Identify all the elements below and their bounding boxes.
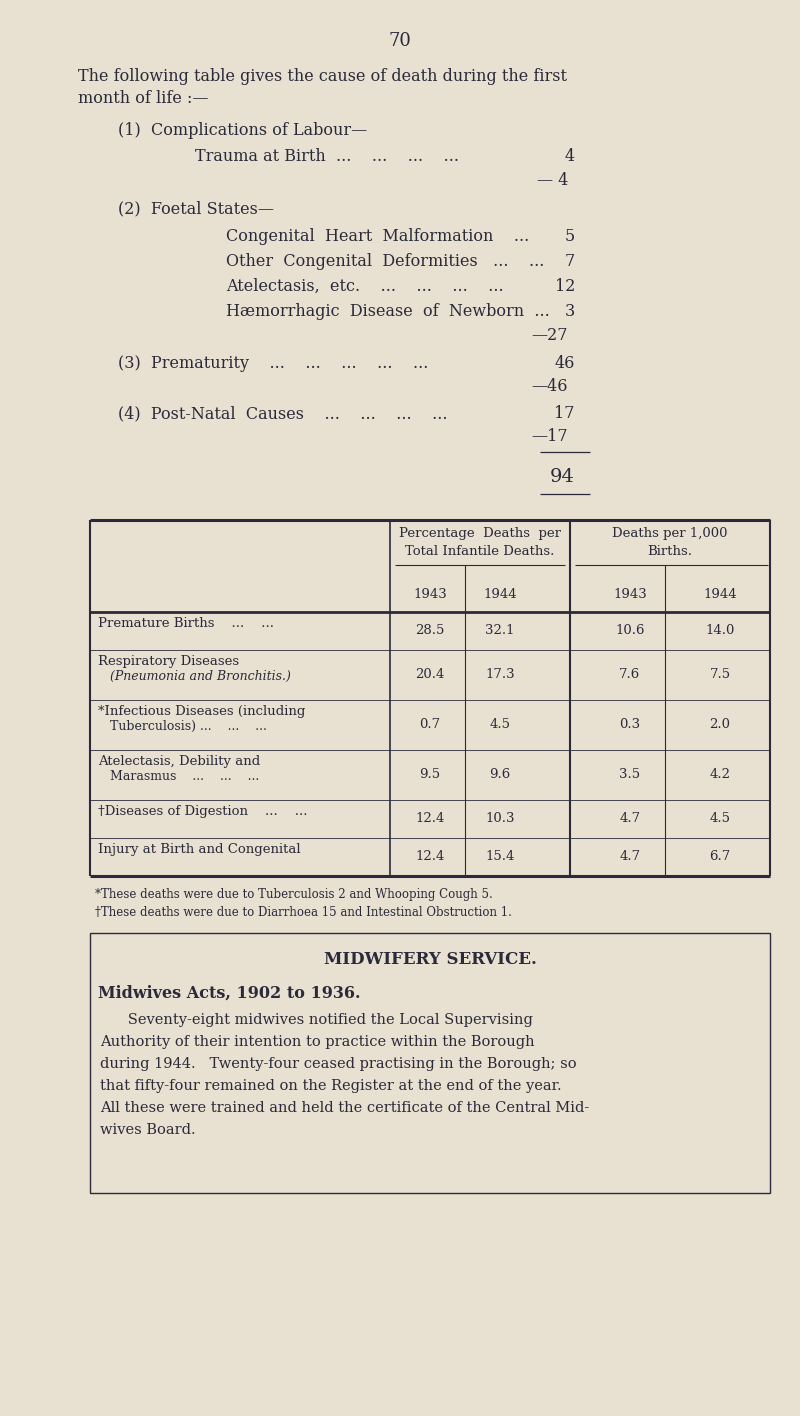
Text: —17: —17 — [531, 428, 568, 445]
Text: 4: 4 — [565, 149, 575, 166]
Text: 7.5: 7.5 — [710, 668, 730, 681]
Text: 46: 46 — [554, 355, 575, 372]
Text: *These deaths were due to Tuberculosis 2 and Whooping Cough 5.: *These deaths were due to Tuberculosis 2… — [95, 888, 493, 901]
Text: Injury at Birth and Congenital: Injury at Birth and Congenital — [98, 843, 301, 857]
Text: The following table gives the cause of death during the first: The following table gives the cause of d… — [78, 68, 567, 85]
Text: Atelectasis, Debility and: Atelectasis, Debility and — [98, 755, 260, 767]
Text: 1944: 1944 — [703, 588, 737, 600]
Text: MIDWIFERY SERVICE.: MIDWIFERY SERVICE. — [323, 952, 537, 969]
Text: 3: 3 — [565, 303, 575, 320]
Text: Tuberculosis) ...    ...    ...: Tuberculosis) ... ... ... — [110, 719, 267, 733]
Text: *Infectious Diseases (including: *Infectious Diseases (including — [98, 705, 306, 718]
Text: 4.2: 4.2 — [710, 769, 730, 782]
Text: Trauma at Birth  ...    ...    ...    ...: Trauma at Birth ... ... ... ... — [195, 149, 459, 166]
Text: All these were trained and held the certificate of the Central Mid-: All these were trained and held the cert… — [100, 1102, 590, 1114]
Text: month of life :—: month of life :— — [78, 91, 209, 108]
Text: Other  Congenital  Deformities   ...    ...: Other Congenital Deformities ... ... — [226, 253, 544, 270]
Text: 6.7: 6.7 — [710, 851, 730, 864]
Text: 12: 12 — [554, 278, 575, 295]
Text: 7: 7 — [565, 253, 575, 270]
Text: 0.3: 0.3 — [619, 718, 641, 732]
Text: (4)  Post-Natal  Causes    ...    ...    ...    ...: (4) Post-Natal Causes ... ... ... ... — [118, 405, 447, 422]
Text: 9.5: 9.5 — [419, 769, 441, 782]
Text: 94: 94 — [550, 469, 575, 486]
Text: †Diseases of Digestion    ...    ...: †Diseases of Digestion ... ... — [98, 806, 307, 818]
Bar — [90, 933, 770, 1194]
Text: 15.4: 15.4 — [486, 851, 514, 864]
Text: Marasmus    ...    ...    ...: Marasmus ... ... ... — [110, 770, 259, 783]
Text: during 1944.   Twenty-four ceased practising in the Borough; so: during 1944. Twenty-four ceased practisi… — [100, 1056, 577, 1070]
Text: 7.6: 7.6 — [619, 668, 641, 681]
Text: 12.4: 12.4 — [415, 851, 445, 864]
Text: 3.5: 3.5 — [619, 769, 641, 782]
Text: 4.5: 4.5 — [710, 813, 730, 826]
Text: 1943: 1943 — [413, 588, 447, 600]
Text: 4.7: 4.7 — [619, 813, 641, 826]
Text: Premature Births    ...    ...: Premature Births ... ... — [98, 617, 274, 630]
Text: Hæmorrhagic  Disease  of  Newborn  ...: Hæmorrhagic Disease of Newborn ... — [226, 303, 550, 320]
Text: that fifty-four remained on the Register at the end of the year.: that fifty-four remained on the Register… — [100, 1079, 562, 1093]
Text: 70: 70 — [389, 33, 411, 50]
Text: Atelectasis,  etc.    ...    ...    ...    ...: Atelectasis, etc. ... ... ... ... — [226, 278, 504, 295]
Text: Congenital  Heart  Malformation    ...: Congenital Heart Malformation ... — [226, 228, 530, 245]
Text: (2)  Foetal States—: (2) Foetal States— — [118, 200, 274, 217]
Text: 10.3: 10.3 — [486, 813, 514, 826]
Text: 0.7: 0.7 — [419, 718, 441, 732]
Text: 2.0: 2.0 — [710, 718, 730, 732]
Text: Authority of their intention to practice within the Borough: Authority of their intention to practice… — [100, 1035, 534, 1049]
Text: 5: 5 — [565, 228, 575, 245]
Text: 14.0: 14.0 — [706, 624, 734, 637]
Text: 1944: 1944 — [483, 588, 517, 600]
Text: — 4: — 4 — [537, 171, 568, 188]
Text: wives Board.: wives Board. — [100, 1123, 196, 1137]
Text: 20.4: 20.4 — [415, 668, 445, 681]
Text: 32.1: 32.1 — [486, 624, 514, 637]
Text: Total Infantile Deaths.: Total Infantile Deaths. — [406, 545, 554, 558]
Text: 17.3: 17.3 — [485, 668, 515, 681]
Text: Percentage  Deaths  per: Percentage Deaths per — [399, 527, 561, 539]
Text: —27: —27 — [531, 327, 568, 344]
Text: 17: 17 — [554, 405, 575, 422]
Text: 28.5: 28.5 — [415, 624, 445, 637]
Text: 4.7: 4.7 — [619, 851, 641, 864]
Text: 9.6: 9.6 — [490, 769, 510, 782]
Text: 4.5: 4.5 — [490, 718, 510, 732]
Text: (1)  Complications of Labour—: (1) Complications of Labour— — [118, 122, 367, 139]
Text: †These deaths were due to Diarrhoea 15 and Intestinal Obstruction 1.: †These deaths were due to Diarrhoea 15 a… — [95, 906, 512, 919]
Text: (Pneumonia and Bronchitis.): (Pneumonia and Bronchitis.) — [110, 670, 291, 683]
Text: 1943: 1943 — [613, 588, 647, 600]
Text: Deaths per 1,000: Deaths per 1,000 — [612, 527, 728, 539]
Text: Respiratory Diseases: Respiratory Diseases — [98, 656, 239, 668]
Text: Midwives Acts, 1902 to 1936.: Midwives Acts, 1902 to 1936. — [98, 986, 361, 1003]
Text: —46: —46 — [531, 378, 568, 395]
Text: 10.6: 10.6 — [615, 624, 645, 637]
Text: Seventy-eight midwives notified the Local Supervising: Seventy-eight midwives notified the Loca… — [100, 1012, 533, 1027]
Text: (3)  Prematurity    ...    ...    ...    ...    ...: (3) Prematurity ... ... ... ... ... — [118, 355, 428, 372]
Text: 12.4: 12.4 — [415, 813, 445, 826]
Text: Births.: Births. — [647, 545, 693, 558]
